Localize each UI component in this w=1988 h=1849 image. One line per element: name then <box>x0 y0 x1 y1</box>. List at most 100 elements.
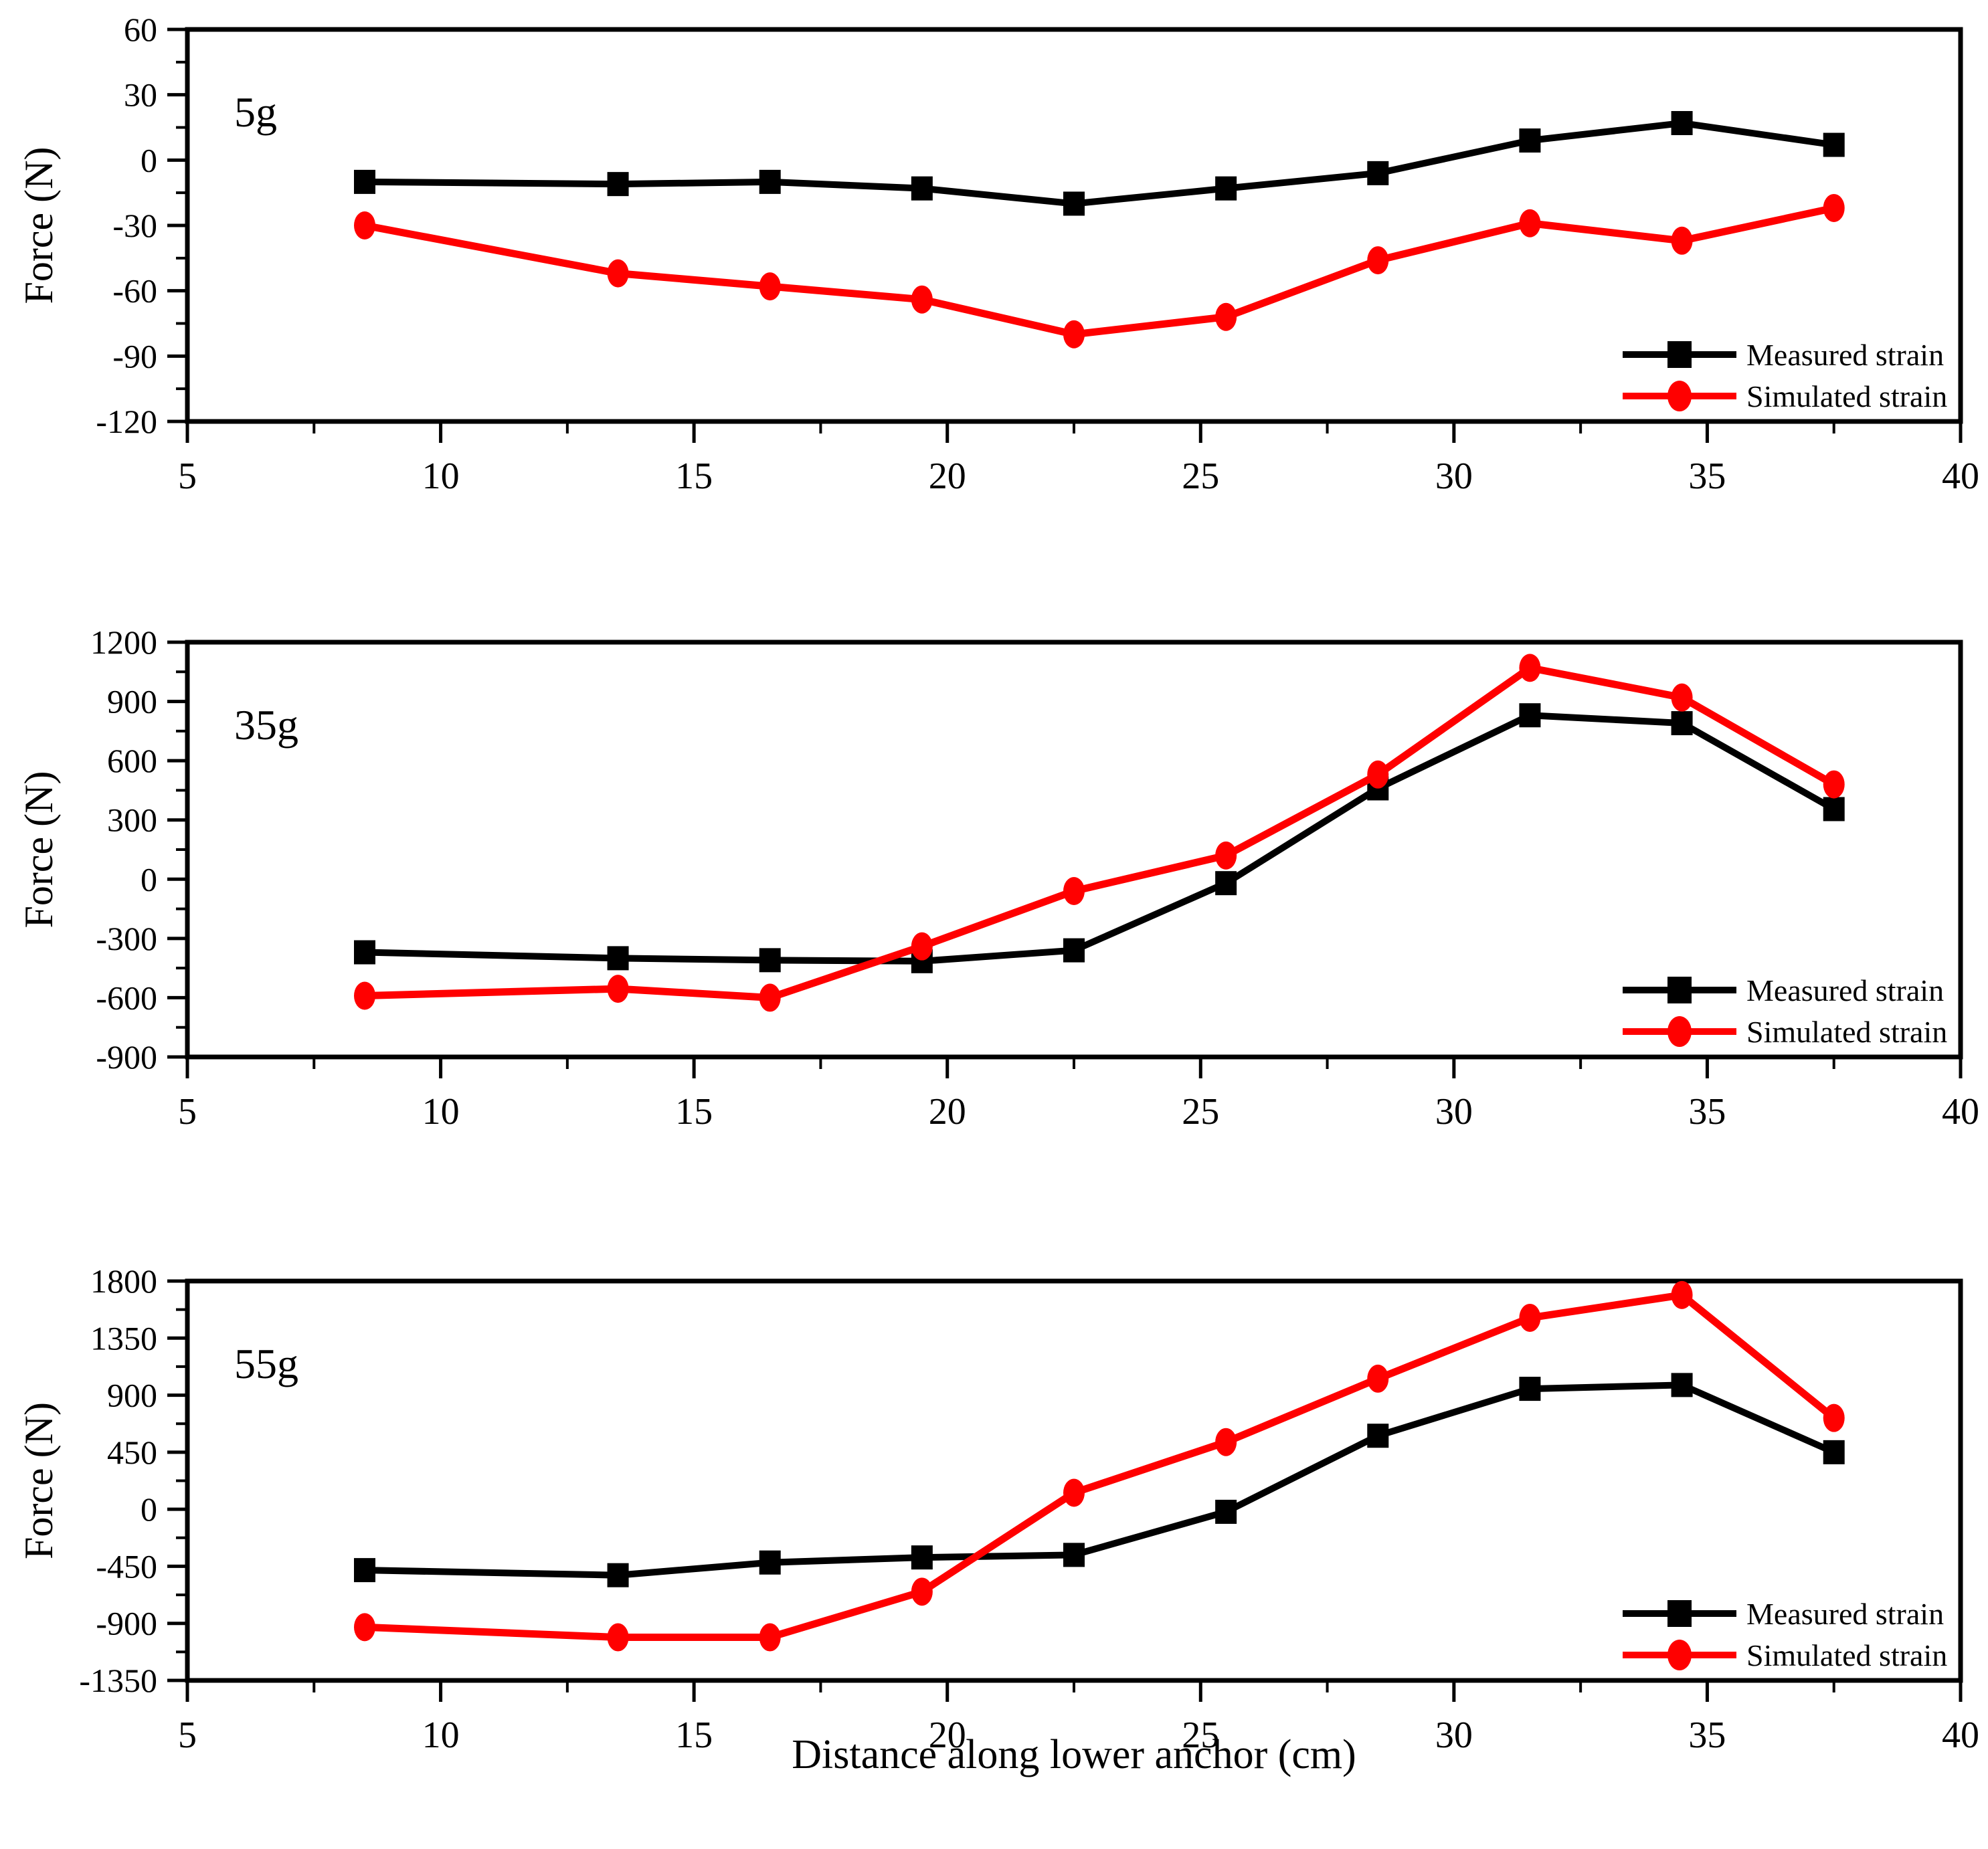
y-tick-label: -450 <box>96 1547 157 1585</box>
legend-square-marker-icon <box>1667 977 1692 1003</box>
data-point-marker <box>1519 703 1541 728</box>
x-tick-label: 10 <box>422 1091 460 1133</box>
data-point-marker <box>1823 797 1845 821</box>
legend-label: Simulated strain <box>1746 379 1947 413</box>
data-point-marker <box>1671 683 1693 712</box>
data-point-marker <box>1671 1373 1693 1397</box>
y-tick-label: -300 <box>96 920 157 957</box>
data-point-marker <box>1215 302 1237 331</box>
y-tick-label: 0 <box>141 860 157 898</box>
x-tick-label: 20 <box>929 1091 966 1133</box>
plot-border <box>185 27 1963 424</box>
y-tick-label: 30 <box>124 76 157 114</box>
legend: Measured strain Simulated strain <box>1623 1597 1947 1672</box>
data-point-marker <box>911 1577 933 1606</box>
legend-circle-marker-icon <box>1667 381 1692 411</box>
data-point-marker <box>607 946 629 971</box>
x-axis-title: Distance along lower anchor (cm) <box>792 1732 1356 1777</box>
y-axis-title: Force (N) <box>17 147 61 304</box>
data-point-marker <box>1063 877 1085 905</box>
legend-label: Measured strain <box>1746 1597 1944 1631</box>
y-tick-label: -90 <box>112 337 157 375</box>
x-tick-label: 20 <box>929 456 966 497</box>
legend-item: Simulated strain <box>1623 379 1947 413</box>
y-tick-label: 0 <box>141 1490 157 1528</box>
data-point-marker <box>607 1563 629 1587</box>
series-line-measured <box>364 119 1835 207</box>
x-tick-label: 25 <box>1182 1715 1219 1756</box>
y-tick-label: 1350 <box>90 1319 157 1357</box>
legend-circle-marker-icon <box>1667 1016 1692 1047</box>
data-point-marker <box>354 981 375 1010</box>
x-tick-label: 5 <box>178 1715 197 1756</box>
legend-item: Measured strain <box>1623 1597 1944 1631</box>
panel-tag: 35g <box>234 701 298 749</box>
panel-tag: 5g <box>234 88 277 136</box>
data-point-marker <box>607 172 629 197</box>
data-point-marker <box>911 1545 933 1570</box>
data-point-marker <box>1519 128 1541 153</box>
x-tick-label: 30 <box>1435 456 1473 497</box>
legend: Measured strain Simulated strain <box>1623 338 1947 413</box>
y-axis-title: Force (N) <box>17 1402 61 1559</box>
data-point-marker <box>1519 209 1541 237</box>
x-tick-label: 25 <box>1182 1091 1219 1133</box>
legend-label: Simulated strain <box>1746 1638 1947 1672</box>
x-tick-label: 30 <box>1435 1091 1473 1133</box>
x-tick-label: 15 <box>675 1715 713 1756</box>
data-point-marker <box>911 285 933 314</box>
legend: Measured strain Simulated strain <box>1623 973 1947 1049</box>
data-point-marker <box>1215 1499 1237 1524</box>
data-point-marker <box>354 211 375 239</box>
x-tick-label: 15 <box>675 1091 713 1133</box>
data-point-marker <box>354 169 375 194</box>
series-line-simulated <box>364 1291 1837 1642</box>
y-tick-label: 1200 <box>90 623 157 661</box>
y-tick-label: -900 <box>96 1605 157 1642</box>
data-point-marker <box>1519 654 1541 682</box>
x-tick-label: 10 <box>422 1715 460 1756</box>
legend-square-marker-icon <box>1667 341 1692 368</box>
y-tick-label: 60 <box>124 11 157 48</box>
data-point-marker <box>1671 1280 1693 1309</box>
data-point-marker <box>1367 161 1389 185</box>
data-point-marker <box>354 1558 375 1583</box>
x-tick-label: 30 <box>1435 1715 1473 1756</box>
panel-tag: 55g <box>234 1340 298 1387</box>
x-tick-label: 35 <box>1688 1091 1726 1133</box>
data-point-marker <box>1671 226 1693 255</box>
legend-item: Simulated strain <box>1623 1638 1947 1672</box>
data-point-marker <box>607 1623 629 1652</box>
legend-label: Measured strain <box>1746 338 1944 372</box>
y-tick-label: -1350 <box>79 1662 157 1699</box>
series-line-simulated <box>364 664 1836 1001</box>
data-point-marker <box>607 259 629 288</box>
data-point-marker <box>607 975 629 1003</box>
panel-35g: -900 -600 -300 0 300 600 900 1200 5 10 15 20 25 30 35 4… <box>17 623 1979 1133</box>
data-point-marker <box>759 1550 781 1575</box>
data-point-marker <box>1367 1364 1389 1393</box>
x-tick-label: 25 <box>1182 456 1219 497</box>
panel-55g: -1350 -900 -450 0 450 900 1350 1800 5 10 15 20 25 30 3… <box>17 1262 1979 1756</box>
x-tick-label: 5 <box>178 1091 197 1133</box>
data-point-marker <box>1367 246 1389 275</box>
panel-5g: -120 -90 -60 -30 0 30 60 5 10 15 20 25 30 35 40 5g Force… <box>17 11 1979 497</box>
data-point-marker <box>1215 871 1237 896</box>
data-point-marker <box>354 1613 375 1642</box>
y-tick-label: -600 <box>96 979 157 1016</box>
x-tick-label: 15 <box>675 456 713 497</box>
data-point-marker <box>759 1623 781 1652</box>
y-tick-label: 600 <box>107 742 157 779</box>
data-point-marker <box>1215 1428 1237 1456</box>
y-tick-label: 450 <box>107 1434 157 1471</box>
legend-item: Measured strain <box>1623 338 1944 372</box>
data-point-marker <box>354 940 375 965</box>
x-tick-label: 35 <box>1688 1715 1726 1756</box>
y-tick-label: 300 <box>107 801 157 839</box>
data-point-marker <box>1215 841 1237 870</box>
data-point-marker <box>759 272 781 301</box>
data-point-marker <box>1063 1478 1085 1507</box>
x-tick-label: 20 <box>929 1715 966 1756</box>
